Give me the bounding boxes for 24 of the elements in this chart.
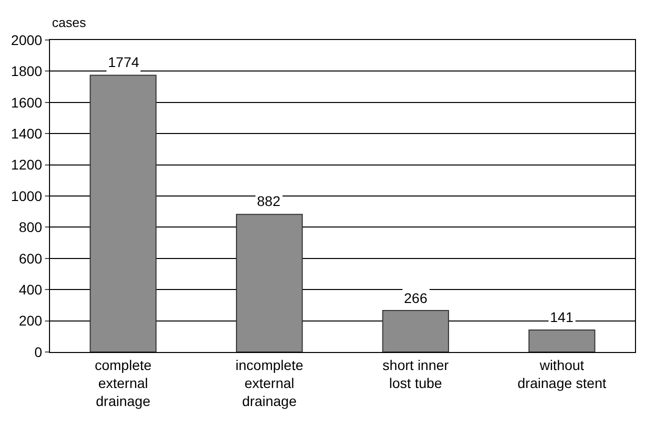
y-tick-label: 800 xyxy=(18,219,42,236)
data-label: 141 xyxy=(550,309,574,325)
y-tick-label: 1000 xyxy=(11,188,42,204)
bar xyxy=(382,310,450,352)
y-tick-label: 400 xyxy=(18,282,42,298)
y-tick-label: 1800 xyxy=(11,63,42,80)
x-tick-label: incomplete external drainage xyxy=(236,356,304,410)
bar xyxy=(90,74,157,352)
x-tick-label: without drainage stent xyxy=(518,356,606,391)
y-tick-label: 200 xyxy=(18,312,42,329)
y-tick-label: 1600 xyxy=(11,94,42,110)
y-tick-label: 600 xyxy=(18,250,42,266)
y-tick-label: 1200 xyxy=(11,156,42,173)
y-axis-title: cases xyxy=(52,15,86,30)
x-tick-label: short inner lost tube xyxy=(382,356,450,391)
y-tick-label: 2000 xyxy=(11,32,42,48)
data-label: 266 xyxy=(404,290,428,306)
y-tick-label: 1400 xyxy=(11,126,42,142)
x-tick-label: complete external drainage xyxy=(94,356,152,410)
y-tick-label: 0 xyxy=(34,344,42,360)
data-label: 882 xyxy=(257,193,281,209)
data-label: 1774 xyxy=(108,54,140,70)
bar xyxy=(528,330,596,352)
bar xyxy=(236,214,303,352)
